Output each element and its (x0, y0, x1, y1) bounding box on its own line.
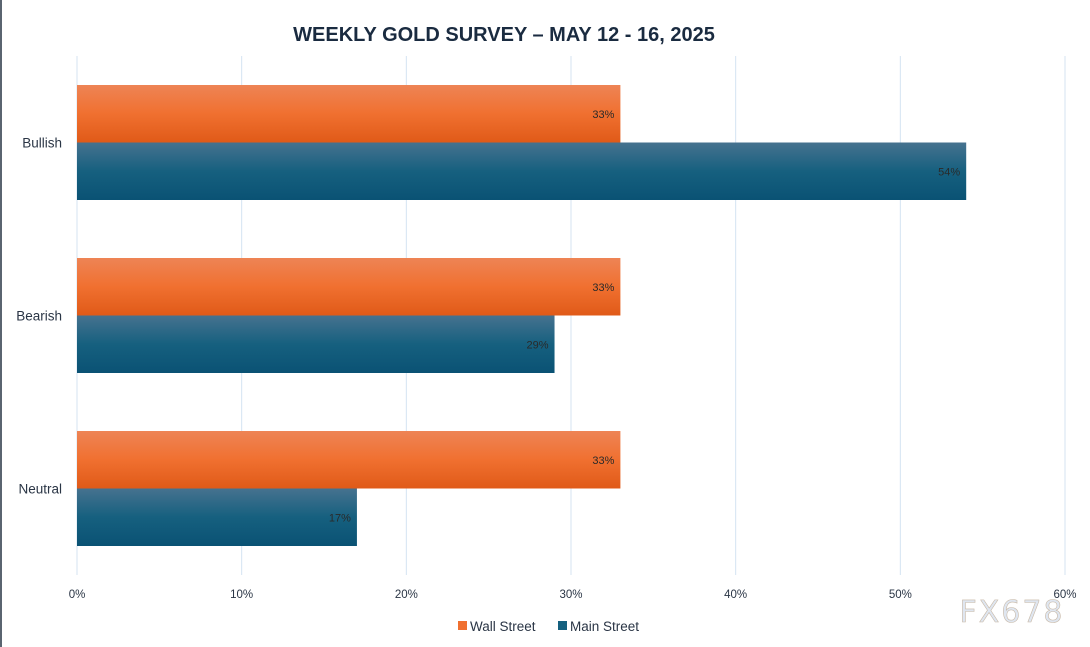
watermark-logo: FX678 (959, 595, 1064, 630)
bar-wall-street (77, 85, 621, 143)
category-label: Bearish (16, 309, 62, 324)
x-tick-label: 50% (889, 589, 912, 601)
data-label: 33% (592, 282, 614, 294)
legend-label: Main Street (570, 619, 639, 634)
chart-title: WEEKLY GOLD SURVEY – MAY 12 - 16, 2025 (293, 24, 715, 46)
x-tick-label: 30% (559, 589, 582, 601)
x-tick-label: 40% (724, 589, 747, 601)
category-label: Bullish (22, 136, 62, 151)
data-label: 33% (592, 109, 614, 121)
x-tick-label: 20% (395, 589, 418, 601)
data-label: 33% (592, 455, 614, 467)
category-label: Neutral (18, 482, 62, 497)
bar-wall-street (77, 258, 621, 316)
data-label: 54% (938, 166, 960, 178)
x-tick-label: 60% (1053, 589, 1076, 601)
data-label: 29% (527, 339, 549, 351)
bar-main-street (77, 142, 967, 200)
bar-main-street (77, 488, 357, 546)
x-tick-label: 0% (69, 589, 86, 601)
data-label: 17% (329, 512, 351, 524)
legend-swatch (458, 621, 467, 630)
legend-label: Wall Street (470, 619, 536, 634)
x-tick-label: 10% (230, 589, 253, 601)
legend-swatch (558, 621, 567, 630)
bar-wall-street (77, 431, 621, 489)
bar-main-street (77, 315, 555, 373)
